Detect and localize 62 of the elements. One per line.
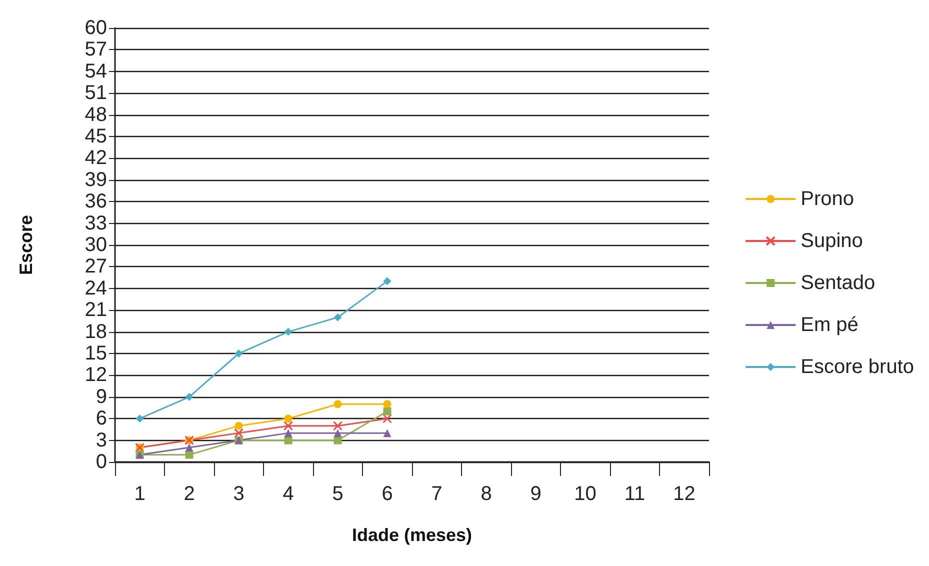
x-axis-title: Idade (meses)	[352, 525, 472, 545]
point	[334, 313, 342, 322]
point	[284, 436, 292, 444]
legend-label: Supino	[800, 230, 863, 252]
y-axis-title: Escore	[16, 214, 36, 276]
x-tick-label: 7	[431, 483, 442, 505]
point	[284, 429, 292, 438]
y-tick-label: 60	[84, 17, 107, 39]
point	[234, 350, 243, 358]
y-tick-label: 3	[96, 429, 107, 452]
y-tick-label: 36	[84, 190, 107, 213]
y-tick-label: 27	[84, 256, 107, 278]
legend-label: Sentado	[800, 272, 876, 294]
x-tick-label: 6	[382, 483, 393, 505]
y-tick-label: 54	[84, 60, 107, 82]
y-tick-label: 57	[84, 38, 107, 61]
point	[383, 277, 392, 286]
point	[136, 414, 144, 423]
y-tick-label: 18	[84, 320, 107, 343]
point	[334, 429, 342, 438]
y-tick-label: 48	[84, 104, 107, 126]
point	[383, 400, 392, 408]
point	[334, 400, 342, 408]
y-tick-label: 30	[84, 234, 107, 256]
point	[234, 428, 244, 438]
y-tick-label: 45	[84, 126, 107, 148]
point	[382, 414, 392, 424]
point	[333, 421, 342, 431]
point	[284, 328, 292, 336]
point	[185, 450, 194, 459]
y-tick-label: 51	[84, 82, 107, 104]
point	[185, 392, 194, 401]
x-tick-label: 12	[673, 483, 696, 505]
x-tick-label: 5	[332, 483, 344, 505]
legend-label: Escore bruto	[800, 356, 914, 378]
point	[234, 422, 243, 430]
x-tick-label: 4	[282, 483, 294, 505]
point	[284, 414, 292, 423]
point	[383, 407, 392, 416]
y-tick-label: 33	[84, 212, 107, 234]
x-tick-label: 3	[233, 483, 244, 505]
x-tick-label: 11	[624, 483, 646, 505]
x-tick-label: 10	[574, 483, 596, 505]
x-tick-label: 2	[184, 483, 195, 505]
x-tick-label: 8	[480, 483, 492, 505]
y-tick-label: 24	[84, 277, 107, 300]
y-tick-label: 21	[84, 299, 107, 322]
y-tick-label: 12	[84, 364, 107, 386]
y-tick-label: 0	[96, 451, 107, 473]
y-tick-label: 42	[84, 147, 107, 170]
y-tick-label: 6	[96, 408, 107, 430]
point	[383, 429, 392, 438]
point	[185, 444, 194, 452]
y-tick-label: 15	[84, 342, 107, 364]
y-tick-label: 39	[84, 168, 107, 191]
legend-label: Em pé	[800, 314, 858, 336]
point	[284, 421, 293, 431]
point	[334, 436, 342, 444]
x-tick-label: 1	[134, 483, 146, 505]
y-tick-label: 9	[96, 386, 107, 408]
x-tick-label: 9	[530, 483, 542, 505]
legend-label: Prono	[800, 188, 854, 210]
